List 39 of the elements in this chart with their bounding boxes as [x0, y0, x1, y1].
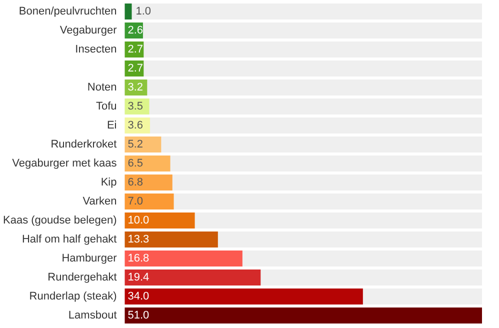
y-tick-label: Varken	[82, 196, 117, 208]
y-tick-label: Half om half gehakt	[22, 234, 117, 246]
y-tick-label: Ei	[106, 120, 117, 132]
bar	[124, 194, 174, 210]
data-label: 6.8	[128, 176, 144, 188]
data-label: 34.0	[128, 290, 150, 302]
data-label: 3.5	[128, 100, 144, 112]
y-tick-label: Lamsbout	[68, 310, 117, 322]
y-tick-label: Runderkroket	[50, 138, 117, 150]
y-tick-label: Vegaburger	[60, 24, 118, 36]
data-label: 6.5	[128, 158, 144, 170]
data-label: 51.0	[128, 310, 150, 322]
data-label: 19.4	[128, 272, 150, 284]
data-label: 2.6	[128, 24, 144, 36]
data-label: 7.0	[128, 196, 144, 208]
y-tick-label: Kaas (goudse belegen)	[3, 214, 117, 226]
data-label: 10.0	[128, 214, 150, 226]
y-tick-label: Bonen/peulvruchten	[18, 6, 117, 18]
bar	[124, 212, 195, 228]
y-tick-label: Vegaburger met kaas	[12, 158, 118, 170]
y-tick-label: Tofu	[96, 100, 117, 112]
data-label: 13.3	[128, 234, 150, 246]
y-tick-label: Kip	[100, 176, 117, 188]
bar	[124, 4, 132, 20]
y-tick-label: Noten	[87, 82, 117, 94]
y-tick-label: Hamburger	[62, 252, 118, 264]
data-label: 1.0	[136, 6, 152, 18]
data-label: 2.7	[128, 62, 144, 74]
data-label: 16.8	[128, 252, 150, 264]
data-label: 5.2	[128, 138, 144, 150]
bar	[124, 136, 162, 152]
data-label: 3.2	[128, 82, 144, 94]
y-tick-label: Rundergehakt	[48, 272, 117, 284]
data-label: 3.6	[128, 120, 144, 132]
y-tick-label: Insecten	[75, 44, 117, 56]
bar	[124, 156, 170, 172]
y-tick-label: Runderlap (steak)	[29, 290, 117, 302]
data-label: 2.7	[128, 44, 144, 56]
bar	[124, 174, 172, 190]
